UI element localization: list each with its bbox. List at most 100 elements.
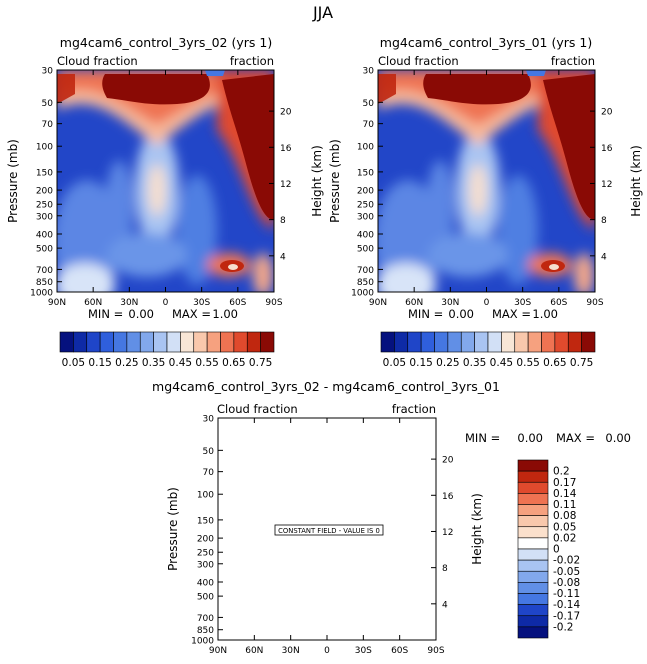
panel-b-ytick-label: 1000 xyxy=(351,289,374,299)
panel-b-colorbar-label: 0.25 xyxy=(436,357,459,369)
panel-c-ytick-label: 500 xyxy=(197,593,214,603)
panel-b-ylabel: Pressure (mb) xyxy=(328,139,342,223)
panel-c-colorbar-swatch xyxy=(517,504,549,516)
panel-c-ytick-label: 700 xyxy=(197,614,214,624)
panel-c-max-label: MAX = xyxy=(556,431,595,445)
panel-a-min-value: 0.00 xyxy=(128,307,154,321)
panel-b-colorbar-swatch xyxy=(541,331,556,353)
panel-b-xtick-label: 60N xyxy=(405,298,423,308)
panel-c-min-value: 0.00 xyxy=(517,431,543,445)
panel-c-annotation-box xyxy=(274,524,384,536)
panel-c-ytick-label: 850 xyxy=(197,626,214,636)
panel-a-xtick-label: 60S xyxy=(229,298,246,308)
panel-b-ytick-label: 50 xyxy=(363,99,375,109)
panel-a-colorbar-swatch xyxy=(193,331,208,353)
panel-c-ylabel: Pressure (mb) xyxy=(166,487,180,571)
panel-c-title: mg4cam6_control_3yrs_02 - mg4cam6_contro… xyxy=(152,379,500,394)
panel-a-title: mg4cam6_control_3yrs_02 (yrs 1) xyxy=(60,35,272,50)
panel-a-colorbar-label: 0.45 xyxy=(169,357,192,369)
panel-a-colorbar-swatch xyxy=(126,331,141,353)
panel-c-colorbar-label: 0.08 xyxy=(553,510,576,522)
panel-c-y2tick-label: 4 xyxy=(442,600,448,610)
panel-a-colorbar-swatch xyxy=(206,331,221,353)
panel-c-xtick-label: 30N xyxy=(282,646,300,656)
panel-c-colorbar-swatch xyxy=(517,526,549,539)
panel-c-ytick-label: 250 xyxy=(197,549,214,559)
panel-b-max-value: 1.00 xyxy=(532,307,558,321)
panel-a-colorbar-swatch xyxy=(99,331,114,353)
panel-c-colorbar-label: 0.17 xyxy=(553,477,576,489)
panel-c-colorbar-label: -0.05 xyxy=(553,566,580,578)
panel-b-max-label: MAX = xyxy=(492,307,531,321)
panel-c-colorbar-label: -0.17 xyxy=(553,610,580,622)
panel-c-ytick-label: 1000 xyxy=(191,637,214,647)
panel-b-colorbar-swatch xyxy=(420,331,435,353)
panel-a-max-value: 1.00 xyxy=(212,307,238,321)
panel-c-colorbar-label: 0 xyxy=(553,544,560,556)
panel-a-colorbar-swatch xyxy=(180,331,195,353)
panel-a-ytick-label: 100 xyxy=(36,143,53,153)
panel-c-xtick-label: 90S xyxy=(427,646,444,656)
panel-b-xtick-label: 0 xyxy=(484,298,490,308)
panel-a-colorbar-label: 0.75 xyxy=(249,357,272,369)
panel-b-right-label: fraction xyxy=(551,54,595,68)
panel-b-y2label: Height (km) xyxy=(629,145,643,216)
panel-b-colorbar-swatch xyxy=(501,331,516,353)
panel-b-colorbar-swatch xyxy=(514,331,529,353)
panel-a-axes: 90N 60N 30N 0 30S 60S 90S 30 50 70 100 150 200 250300… xyxy=(30,67,292,309)
panel-b-colorbar-swatch xyxy=(434,331,449,353)
page-title: JJA xyxy=(312,3,333,22)
panel-b-y2tick-label: 20 xyxy=(601,108,613,118)
panel-c-colorbar-swatch xyxy=(517,470,549,483)
panel-a-ytick-label: 70 xyxy=(42,120,54,130)
panel-a-xtick-label: 60N xyxy=(84,298,102,308)
panel-a-colorbar-label: 0.55 xyxy=(195,357,218,369)
panel-c-xtick-label: 60S xyxy=(391,646,408,656)
panel-b-left-label: Cloud fraction xyxy=(378,54,459,68)
panel-c-colorbar-label: -0.14 xyxy=(553,599,580,611)
panel-c-colorbar-label: -0.02 xyxy=(553,555,580,567)
panel-c-colorbar-swatch xyxy=(517,493,549,505)
panel-b-ytick-label: 150 xyxy=(357,168,374,178)
panel-b-ytick-label: 500 xyxy=(357,245,374,255)
panel-b-colorbar-label: 0.15 xyxy=(409,357,432,369)
panel-c-colorbar-swatch xyxy=(517,537,549,550)
panel-c-colorbar-swatch xyxy=(517,481,549,494)
panel-c-xtick-label: 0 xyxy=(324,646,330,656)
panel-c-annotation: CONSTANT FIELD - VALUE IS 0 xyxy=(278,527,380,535)
panel-a-ylabel: Pressure (mb) xyxy=(6,139,20,223)
panel-b-colorbar-swatch xyxy=(460,331,475,353)
panel-a-ytick-label: 700 xyxy=(36,266,53,276)
panel-b-ytick-label: 70 xyxy=(363,120,375,130)
panel-c: mg4cam6_control_3yrs_02 - mg4cam6_contro… xyxy=(152,379,631,656)
panel-b-min-value: 0.00 xyxy=(448,307,474,321)
panel-c-colorbar-swatch xyxy=(517,570,549,583)
panel-c-colorbar: 0.20.170.140.110.080.050.020-0.02-0.05-0… xyxy=(517,459,580,639)
panel-c-ytick-label: 70 xyxy=(203,468,215,478)
panel-c-colorbar-label: 0.11 xyxy=(553,499,576,511)
panel-b-colorbar-swatch xyxy=(380,331,395,353)
panel-b-ytick-label: 700 xyxy=(357,266,374,276)
panel-a: mg4cam6_control_3yrs_02 (yrs 1) Cloud fr… xyxy=(6,35,324,369)
panel-c-frame xyxy=(217,417,437,641)
panel-b-colorbar-label: 0.55 xyxy=(516,357,539,369)
panel-c-colorbar-swatch xyxy=(517,615,549,628)
panel-c-max-value: 0.00 xyxy=(605,431,631,445)
panel-b-ytick-label: 100 xyxy=(357,143,374,153)
panel-b-ytick-label: 400 xyxy=(357,230,374,240)
panel-a-ytick-label: 400 xyxy=(36,230,53,240)
panel-c-ytick-label: 200 xyxy=(197,535,214,545)
panel-a-xtick-label: 30S xyxy=(193,298,210,308)
panel-c-ytick-label: 300 xyxy=(197,560,214,570)
panel-b-xtick-label: 60S xyxy=(550,298,567,308)
panel-a-y2tick-label: 4 xyxy=(280,252,286,262)
panel-a-min-label: MIN = xyxy=(88,307,123,321)
panel-a-xtick-label: 90N xyxy=(48,298,66,308)
panel-a-left-label: Cloud fraction xyxy=(57,54,138,68)
panel-b-colorbar-swatch xyxy=(447,331,462,353)
panel-c-y2tick-label: 12 xyxy=(442,528,453,538)
panel-b-y2tick-label: 16 xyxy=(601,144,613,154)
panel-a-colorbar-swatch xyxy=(166,331,181,353)
panel-c-colorbar-label: 0.2 xyxy=(553,466,570,478)
